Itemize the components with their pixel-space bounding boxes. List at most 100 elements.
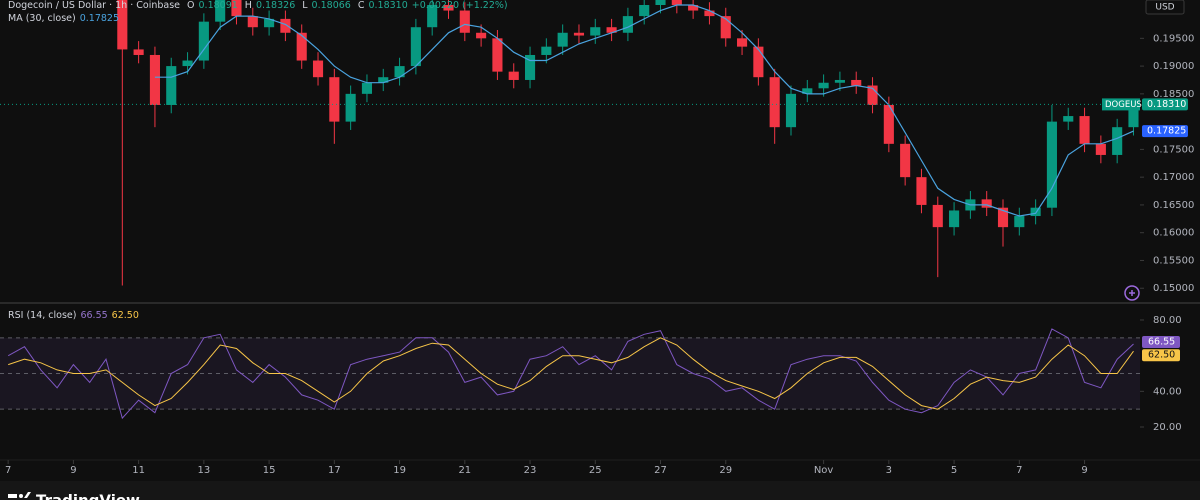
candle-body [1128, 104, 1139, 128]
candle-body [1046, 121, 1057, 208]
x-tick-label: 25 [589, 465, 602, 476]
candle-body [117, 0, 128, 50]
logo-part [8, 494, 17, 498]
candle-body [378, 77, 389, 83]
candle-body [361, 82, 373, 94]
x-tick-label: 21 [458, 465, 471, 476]
last-price-tag [1142, 98, 1188, 111]
candle-body [459, 10, 470, 33]
candle-body [492, 38, 503, 72]
candle-body [1079, 116, 1090, 144]
candle-body [541, 46, 552, 55]
candle-body [1063, 116, 1074, 122]
candle-body [476, 32, 487, 39]
candle-body [704, 10, 715, 17]
replay-icon [1124, 285, 1140, 301]
x-tick-label: 13 [197, 465, 210, 476]
ohlc-value: 0.18310 [368, 0, 408, 11]
candle-body [247, 16, 258, 28]
candle-body [329, 77, 340, 122]
y-tick-label: 0.17500 [1153, 144, 1194, 155]
moving-average-line [154, 4, 1134, 217]
candle-body [231, 0, 242, 17]
symbol-tag-label: DOGEUSD [1105, 100, 1149, 110]
candle-body [410, 27, 421, 67]
y-tick-label: 80.00 [1153, 315, 1182, 326]
candle-body [769, 77, 780, 128]
candle-body [573, 32, 585, 36]
y-tick-label: 0.16000 [1153, 228, 1194, 239]
candle-body [671, 0, 682, 5]
candle-body [1030, 207, 1041, 217]
candle-body [508, 71, 519, 80]
y-tick-label: 0.15000 [1153, 283, 1194, 294]
x-tick-label: 3 [886, 465, 892, 476]
candle-body [198, 21, 209, 61]
last-price-tag-label: 0.18310 [1147, 99, 1186, 110]
rsi-value: 66.55 [80, 310, 108, 321]
candle-body [264, 18, 275, 28]
candle-body [932, 204, 943, 228]
rsi-pane [0, 328, 1140, 420]
rsi-legend: RSI (14, close) 66.55 62.50 [8, 310, 139, 321]
price-legend: Dogecoin / US Dollar · 1h · Coinbase O 0.… [8, 0, 508, 11]
candle-body [312, 60, 324, 78]
candle-body [166, 66, 177, 105]
candle-body [557, 32, 568, 47]
rsi-value-tag [1142, 335, 1180, 348]
ohlc-key: C [357, 0, 365, 11]
candle-body [1095, 143, 1106, 155]
candle-body [1014, 216, 1025, 228]
x-tick-label: 11 [132, 465, 145, 476]
candle-body [753, 46, 764, 78]
ma-legend: MA (30, close) 0.17825 [8, 13, 119, 24]
ohlc-key: H [244, 0, 252, 11]
x-tick-label: 7 [1016, 465, 1022, 476]
candle-body [524, 54, 536, 80]
x-tick-label: 9 [70, 465, 76, 476]
rsi-title: RSI (14, close) [8, 310, 77, 321]
x-tick-label: 29 [719, 465, 732, 476]
x-tick-label: Nov [814, 465, 834, 476]
candle-body [149, 54, 160, 105]
ma-value: 0.17825 [79, 13, 120, 24]
candle-body [981, 199, 992, 208]
y-tick-label: 0.17000 [1153, 172, 1194, 183]
candle-body [883, 104, 894, 144]
candle-body [133, 49, 144, 55]
x-tick-label: 15 [263, 465, 276, 476]
x-tick-label: 27 [654, 465, 667, 476]
x-tick-label: 5 [951, 465, 957, 476]
candle-body [818, 82, 829, 89]
brand-name: TradingView [36, 492, 140, 500]
x-tick-label: 23 [524, 465, 537, 476]
symbol-title: Dogecoin / US Dollar · 1h · Coinbase [8, 0, 181, 11]
x-tick-label: 19 [393, 465, 406, 476]
price-pane [117, 0, 1139, 286]
x-tick-label: 17 [328, 465, 341, 476]
candle-body [443, 4, 454, 11]
candle-body [997, 207, 1009, 228]
candle-body [427, 4, 438, 28]
candle-body [1112, 127, 1123, 155]
candle-body [916, 177, 927, 205]
icon-cross [1129, 290, 1135, 296]
candle-body [851, 79, 862, 86]
y-tick-label: 0.16500 [1153, 200, 1194, 211]
y-tick-label: 0.15500 [1153, 255, 1194, 266]
ma-price-tag-label: 0.17825 [1147, 126, 1186, 137]
rsi-ma-value: 62.50 [111, 310, 139, 321]
ohlc-value: 0.18066 [311, 0, 351, 11]
y-tick-label: 0.19000 [1153, 61, 1194, 72]
rsi-value-tag-label: 62.50 [1148, 350, 1175, 361]
candle-body [590, 27, 601, 36]
ohlc-key: O [187, 0, 195, 11]
y-tick-label: 0.19500 [1153, 33, 1194, 44]
rsi-value-tag-label: 66.55 [1148, 336, 1175, 347]
ohlc-key: L [302, 0, 308, 11]
ma-price-tag [1142, 125, 1188, 138]
ohlc-value: 0.18326 [255, 0, 296, 11]
